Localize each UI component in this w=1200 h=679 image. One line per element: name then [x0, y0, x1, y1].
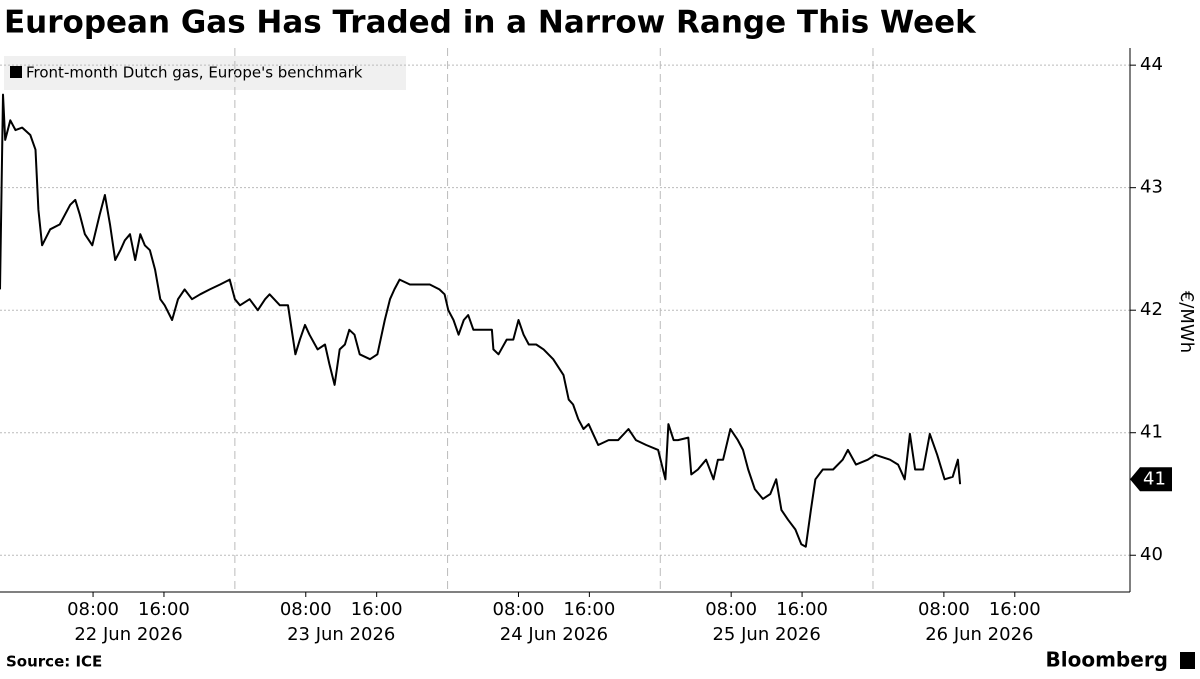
date-label: 25 Jun 2026	[712, 624, 820, 645]
x-tick-label: 16:00	[138, 599, 190, 620]
x-tick-label: 16:00	[989, 599, 1041, 620]
source: Source: ICE	[6, 653, 102, 671]
legend-box	[4, 56, 406, 90]
x-tick-label: 16:00	[563, 599, 615, 620]
y-tick-label: 41	[1140, 422, 1163, 443]
y-tick-label: 43	[1140, 177, 1163, 198]
legend-label: Front-month Dutch gas, Europe's benchmar…	[26, 64, 363, 82]
date-label: 23 Jun 2026	[287, 624, 395, 645]
x-tick-label: 08:00	[67, 599, 119, 620]
date-label: 22 Jun 2026	[74, 624, 182, 645]
y-tick-label: 44	[1140, 54, 1163, 75]
x-tick-label: 08:00	[493, 599, 545, 620]
series-line	[0, 93, 962, 548]
y-tick-label: 40	[1140, 544, 1163, 565]
current-value-label: 41	[1143, 468, 1166, 489]
x-tick-label: 08:00	[280, 599, 332, 620]
date-label: 24 Jun 2026	[500, 624, 608, 645]
brand-icon	[1180, 652, 1195, 669]
legend-swatch	[10, 66, 22, 78]
brand: Bloomberg	[1046, 648, 1168, 672]
current-value-tag	[1130, 467, 1172, 492]
chart-title: European Gas Has Traded in a Narrow Rang…	[4, 5, 977, 41]
y-tick-label: 42	[1140, 299, 1163, 320]
x-tick-label: 08:00	[918, 599, 970, 620]
x-tick-label: 16:00	[776, 599, 828, 620]
date-label: 26 Jun 2026	[925, 624, 1033, 645]
y-axis-label: €/MWh	[1176, 291, 1197, 353]
x-tick-label: 08:00	[705, 599, 757, 620]
x-tick-label: 16:00	[351, 599, 403, 620]
